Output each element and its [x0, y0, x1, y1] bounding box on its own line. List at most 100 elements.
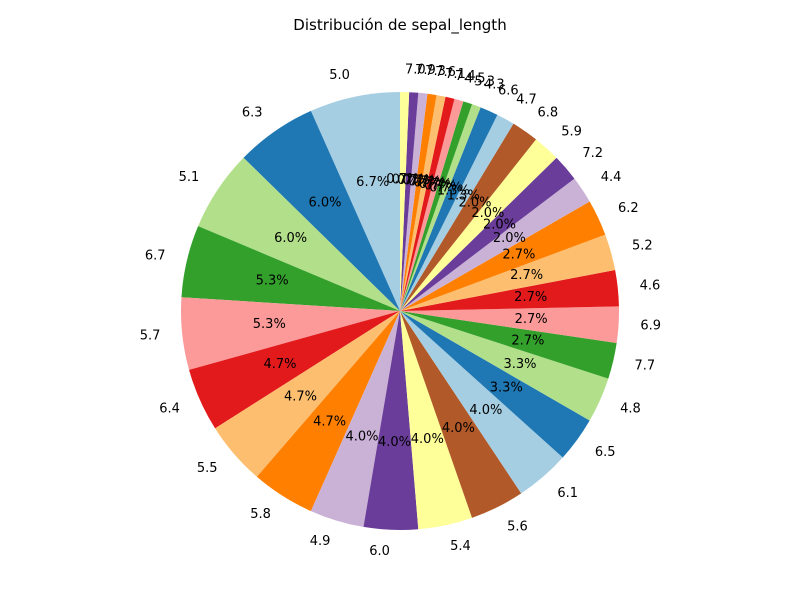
pie-slice-5.4	[400, 311, 473, 530]
percent-label-5.8: 4.7%	[313, 414, 346, 429]
percent-label-7.3: 0.7%	[397, 173, 430, 188]
percent-label-7.7: 2.7%	[511, 334, 544, 349]
category-label-7.0: 7.0	[405, 63, 426, 78]
category-label-5.2: 5.2	[632, 239, 653, 254]
pie-slice-6.1	[400, 311, 563, 494]
percent-label-6.2: 2.7%	[502, 248, 535, 263]
pie-slice-4.5	[400, 98, 464, 311]
category-label-4.4: 4.4	[601, 170, 622, 185]
pie-slice-5.2	[400, 234, 616, 311]
category-label-6.1: 6.1	[557, 486, 578, 501]
pie-slice-5.8	[256, 311, 400, 512]
pie-slice-5.3	[400, 101, 473, 311]
percent-label-5.4: 4.0%	[411, 432, 444, 447]
pie-slice-5.5	[215, 311, 400, 477]
percent-label-7.6: 0.7%	[403, 174, 436, 189]
category-label-5.1: 5.1	[179, 170, 200, 185]
pie-slice-5.0	[310, 92, 400, 311]
pie-slice-7.0	[400, 92, 410, 311]
category-label-7.3: 7.3	[425, 64, 446, 79]
percent-label-5.3: 0.7%	[424, 179, 457, 194]
category-label-6.9: 6.9	[640, 319, 661, 334]
category-label-5.0: 5.0	[329, 68, 350, 83]
pie-slice-7.2	[400, 157, 575, 311]
pie-slice-6.5	[400, 311, 590, 458]
percent-label-4.5: 0.7%	[419, 177, 452, 192]
pie-slice-5.1	[198, 157, 400, 311]
category-label-4.5: 4.5	[465, 72, 486, 87]
category-labels: 5.0 6.3 5.1 6.7 5.7 6.4 5.5 5.8 4.9 6.0 5.4 5.6 6.1 6…	[140, 63, 661, 560]
percent-label-6.8: 2.0%	[458, 196, 491, 211]
percent-label-6.7: 5.3%	[256, 274, 289, 289]
category-label-6.6: 6.6	[498, 83, 519, 98]
pie-slice-5.7	[180, 297, 400, 370]
percent-label-6.3: 6.0%	[308, 196, 341, 211]
category-label-4.7: 4.7	[516, 92, 537, 107]
percent-label-6.1: 4.0%	[469, 403, 502, 418]
pie-slices	[180, 92, 619, 530]
percent-label-7.2: 2.0%	[483, 218, 516, 233]
category-label-5.7: 5.7	[140, 329, 161, 344]
percent-label-4.4: 2.0%	[493, 231, 526, 246]
category-label-6.4: 6.4	[159, 402, 180, 417]
pie-slice-5.9	[400, 139, 557, 311]
pie-slice-6.4	[189, 311, 400, 429]
category-label-4.9: 4.9	[310, 534, 331, 549]
percent-label-4.8: 3.3%	[503, 357, 536, 372]
pie-slice-6.0	[363, 311, 419, 530]
category-label-5.5: 5.5	[197, 461, 218, 476]
percent-label-5.0: 6.7%	[356, 175, 389, 190]
percent-label-4.6: 2.7%	[514, 290, 547, 305]
pie-slice-4.8	[400, 311, 609, 421]
percent-label-6.5: 3.3%	[490, 381, 523, 396]
pie-slice-7.1	[400, 95, 446, 311]
pie-slice-6.2	[400, 201, 606, 311]
category-label-7.7: 7.7	[635, 359, 656, 374]
category-label-5.9: 5.9	[561, 125, 582, 140]
category-label-5.6: 5.6	[507, 519, 528, 534]
pie-slice-7.9	[400, 92, 419, 311]
pie-slice-6.7	[181, 226, 400, 311]
percent-label-5.2: 2.7%	[510, 268, 543, 283]
pie-slice-6.8	[400, 123, 537, 312]
category-label-4.3: 4.3	[484, 78, 505, 93]
pie-slice-7.4	[400, 96, 455, 311]
category-label-7.4: 7.4	[455, 69, 476, 84]
category-label-6.8: 6.8	[538, 106, 559, 121]
category-label-4.8: 4.8	[620, 402, 641, 417]
category-label-6.3: 6.3	[242, 106, 263, 121]
category-label-6.0: 6.0	[369, 544, 390, 559]
percent-label-5.7: 5.3%	[253, 317, 286, 332]
pie-slice-4.7	[400, 114, 514, 311]
percent-label-7.4: 0.7%	[413, 176, 446, 191]
category-label-7.6: 7.6	[435, 65, 456, 80]
category-label-7.1: 7.1	[445, 67, 466, 82]
percent-label-6.6: 1.3%	[437, 184, 470, 199]
percent-label-6.0: 4.0%	[378, 435, 411, 450]
category-label-5.8: 5.8	[250, 507, 271, 522]
pie-slice-4.4	[400, 178, 590, 311]
pie-slice-5.6	[400, 311, 522, 518]
percent-label-5.1: 6.0%	[274, 231, 307, 246]
percent-label-5.6: 4.0%	[442, 421, 475, 436]
category-label-7.9: 7.9	[415, 63, 436, 78]
category-label-6.5: 6.5	[595, 445, 616, 460]
percent-label-4.7: 1.3%	[447, 188, 480, 203]
percent-label-4.9: 4.0%	[345, 429, 378, 444]
category-label-5.4: 5.4	[450, 539, 471, 554]
percent-label-6.4: 4.7%	[263, 357, 296, 372]
percent-label-7.9: 0.7%	[392, 172, 425, 187]
category-label-6.7: 6.7	[145, 249, 166, 264]
pie-slice-7.7	[400, 311, 617, 379]
percent-label-6.9: 2.7%	[515, 312, 548, 327]
percent-labels: 6.7%6.0%6.0%5.3%5.3%4.7%4.7%4.7%4.0% 4.0%…	[253, 172, 548, 450]
percent-label-5.5: 4.7%	[284, 389, 317, 404]
percent-label-7.0: 0.7%	[386, 172, 419, 187]
pie-slice-4.6	[400, 269, 619, 311]
percent-label-7.1: 0.7%	[408, 174, 441, 189]
category-label-6.2: 6.2	[618, 201, 639, 216]
chart-title: Distribución de sepal_length	[293, 16, 506, 35]
pie-slice-6.9	[400, 306, 619, 343]
pie-slice-7.3	[400, 92, 428, 312]
